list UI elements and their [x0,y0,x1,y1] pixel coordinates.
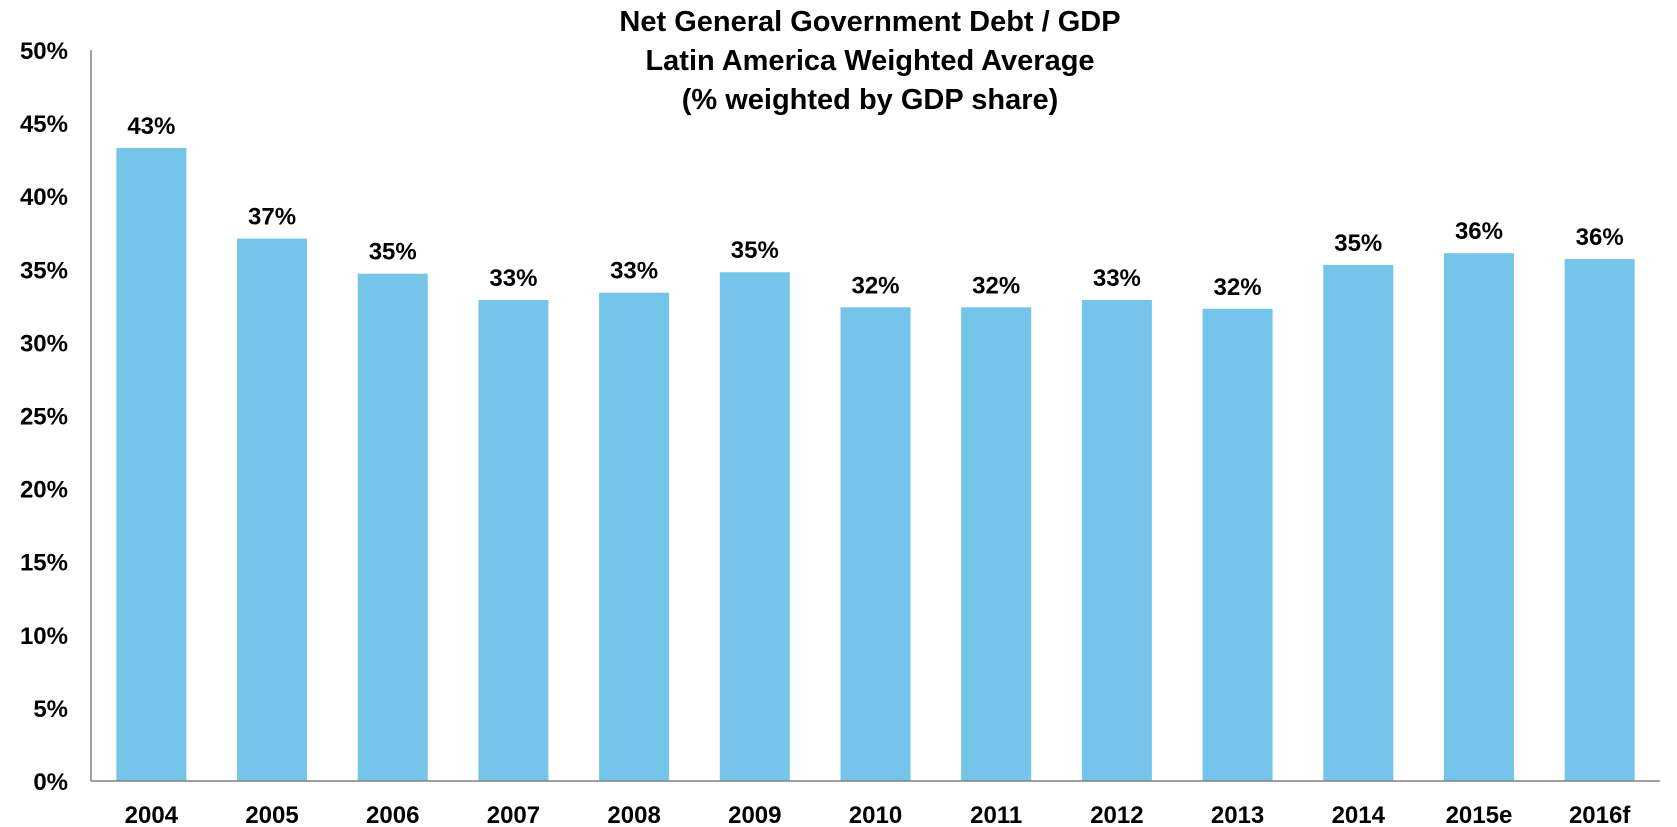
data-label-2005: 37% [248,204,296,231]
bar-2015e [1443,253,1514,781]
x-tick-label-2006: 2006 [366,802,419,827]
x-axis-tick-labels: 2004 2005 2006 2007 2008 2009 2010 2011 2012 2013… [125,802,1632,827]
y-tick-label: 35% [20,257,68,284]
data-label-2012: 33% [1093,265,1141,292]
chart-title-line-2: Latin America Weighted Average [645,45,1094,77]
data-label-2014: 35% [1334,230,1382,257]
y-tick-label: 45% [20,111,68,138]
y-tick-label: 15% [20,550,68,577]
bar-2012 [1081,300,1152,781]
bar-data-labels: 43% 37% 35% 33% 33% 35% 32% 32% 33% 32% 35% 36% 36% [127,113,1623,301]
chart-title-line-1: Net General Government Debt / GDP [619,6,1120,38]
x-tick-label-2011: 2011 [970,802,1022,827]
y-tick-label: 40% [20,184,68,211]
data-label-2015e: 36% [1455,218,1503,245]
x-tick-label-2014: 2014 [1332,802,1386,827]
data-label-2008: 33% [610,258,658,285]
x-tick-label-2005: 2005 [245,802,298,827]
y-tick-label: 20% [20,477,68,504]
data-label-2009: 35% [731,237,779,264]
x-tick-label-2013: 2013 [1211,802,1264,827]
y-tick-label: 50% [20,38,68,65]
bar-2013 [1202,308,1273,781]
chart-title-line-3: (% weighted by GDP share) [682,84,1059,116]
bar-2016f [1564,259,1635,781]
y-tick-label: 5% [33,696,68,723]
bar-2014 [1323,264,1394,781]
y-axis-tick-labels: 0% 5% 10% 15% 20% 25% 30% 35% 40% 45% 50% [20,38,68,796]
bar-2005 [237,238,308,781]
x-tick-label-2010: 2010 [849,802,902,827]
data-label-2004: 43% [127,113,175,140]
bar-2007 [478,300,549,781]
bar-series [116,147,1635,782]
bar-2011 [961,307,1032,781]
x-tick-label-2008: 2008 [607,802,660,827]
x-tick-label-2015e: 2015e [1446,802,1513,827]
axes [90,50,1660,782]
y-tick-label: 0% [33,769,68,796]
x-tick-label-2009: 2009 [728,802,781,827]
y-tick-label: 10% [20,623,68,650]
bar-2009 [719,272,790,781]
y-tick-label: 25% [20,404,68,431]
bar-2008 [599,292,670,781]
data-label-2007: 33% [489,265,537,292]
x-tick-label-2004: 2004 [125,802,179,827]
data-label-2016f: 36% [1576,224,1624,251]
x-tick-label-2012: 2012 [1090,802,1143,827]
chart-title: Net General Government Debt / GDP Latin … [619,6,1120,116]
x-tick-label-2016f: 2016f [1569,802,1631,827]
data-label-2013: 32% [1214,274,1262,301]
x-tick-label-2007: 2007 [487,802,540,827]
data-label-2011: 32% [972,272,1020,299]
bar-2010 [840,307,911,781]
data-label-2006: 35% [369,239,417,266]
y-tick-label: 30% [20,330,68,357]
data-label-2010: 32% [851,272,899,299]
bar-2006 [357,273,428,781]
bar-2004 [116,147,187,782]
